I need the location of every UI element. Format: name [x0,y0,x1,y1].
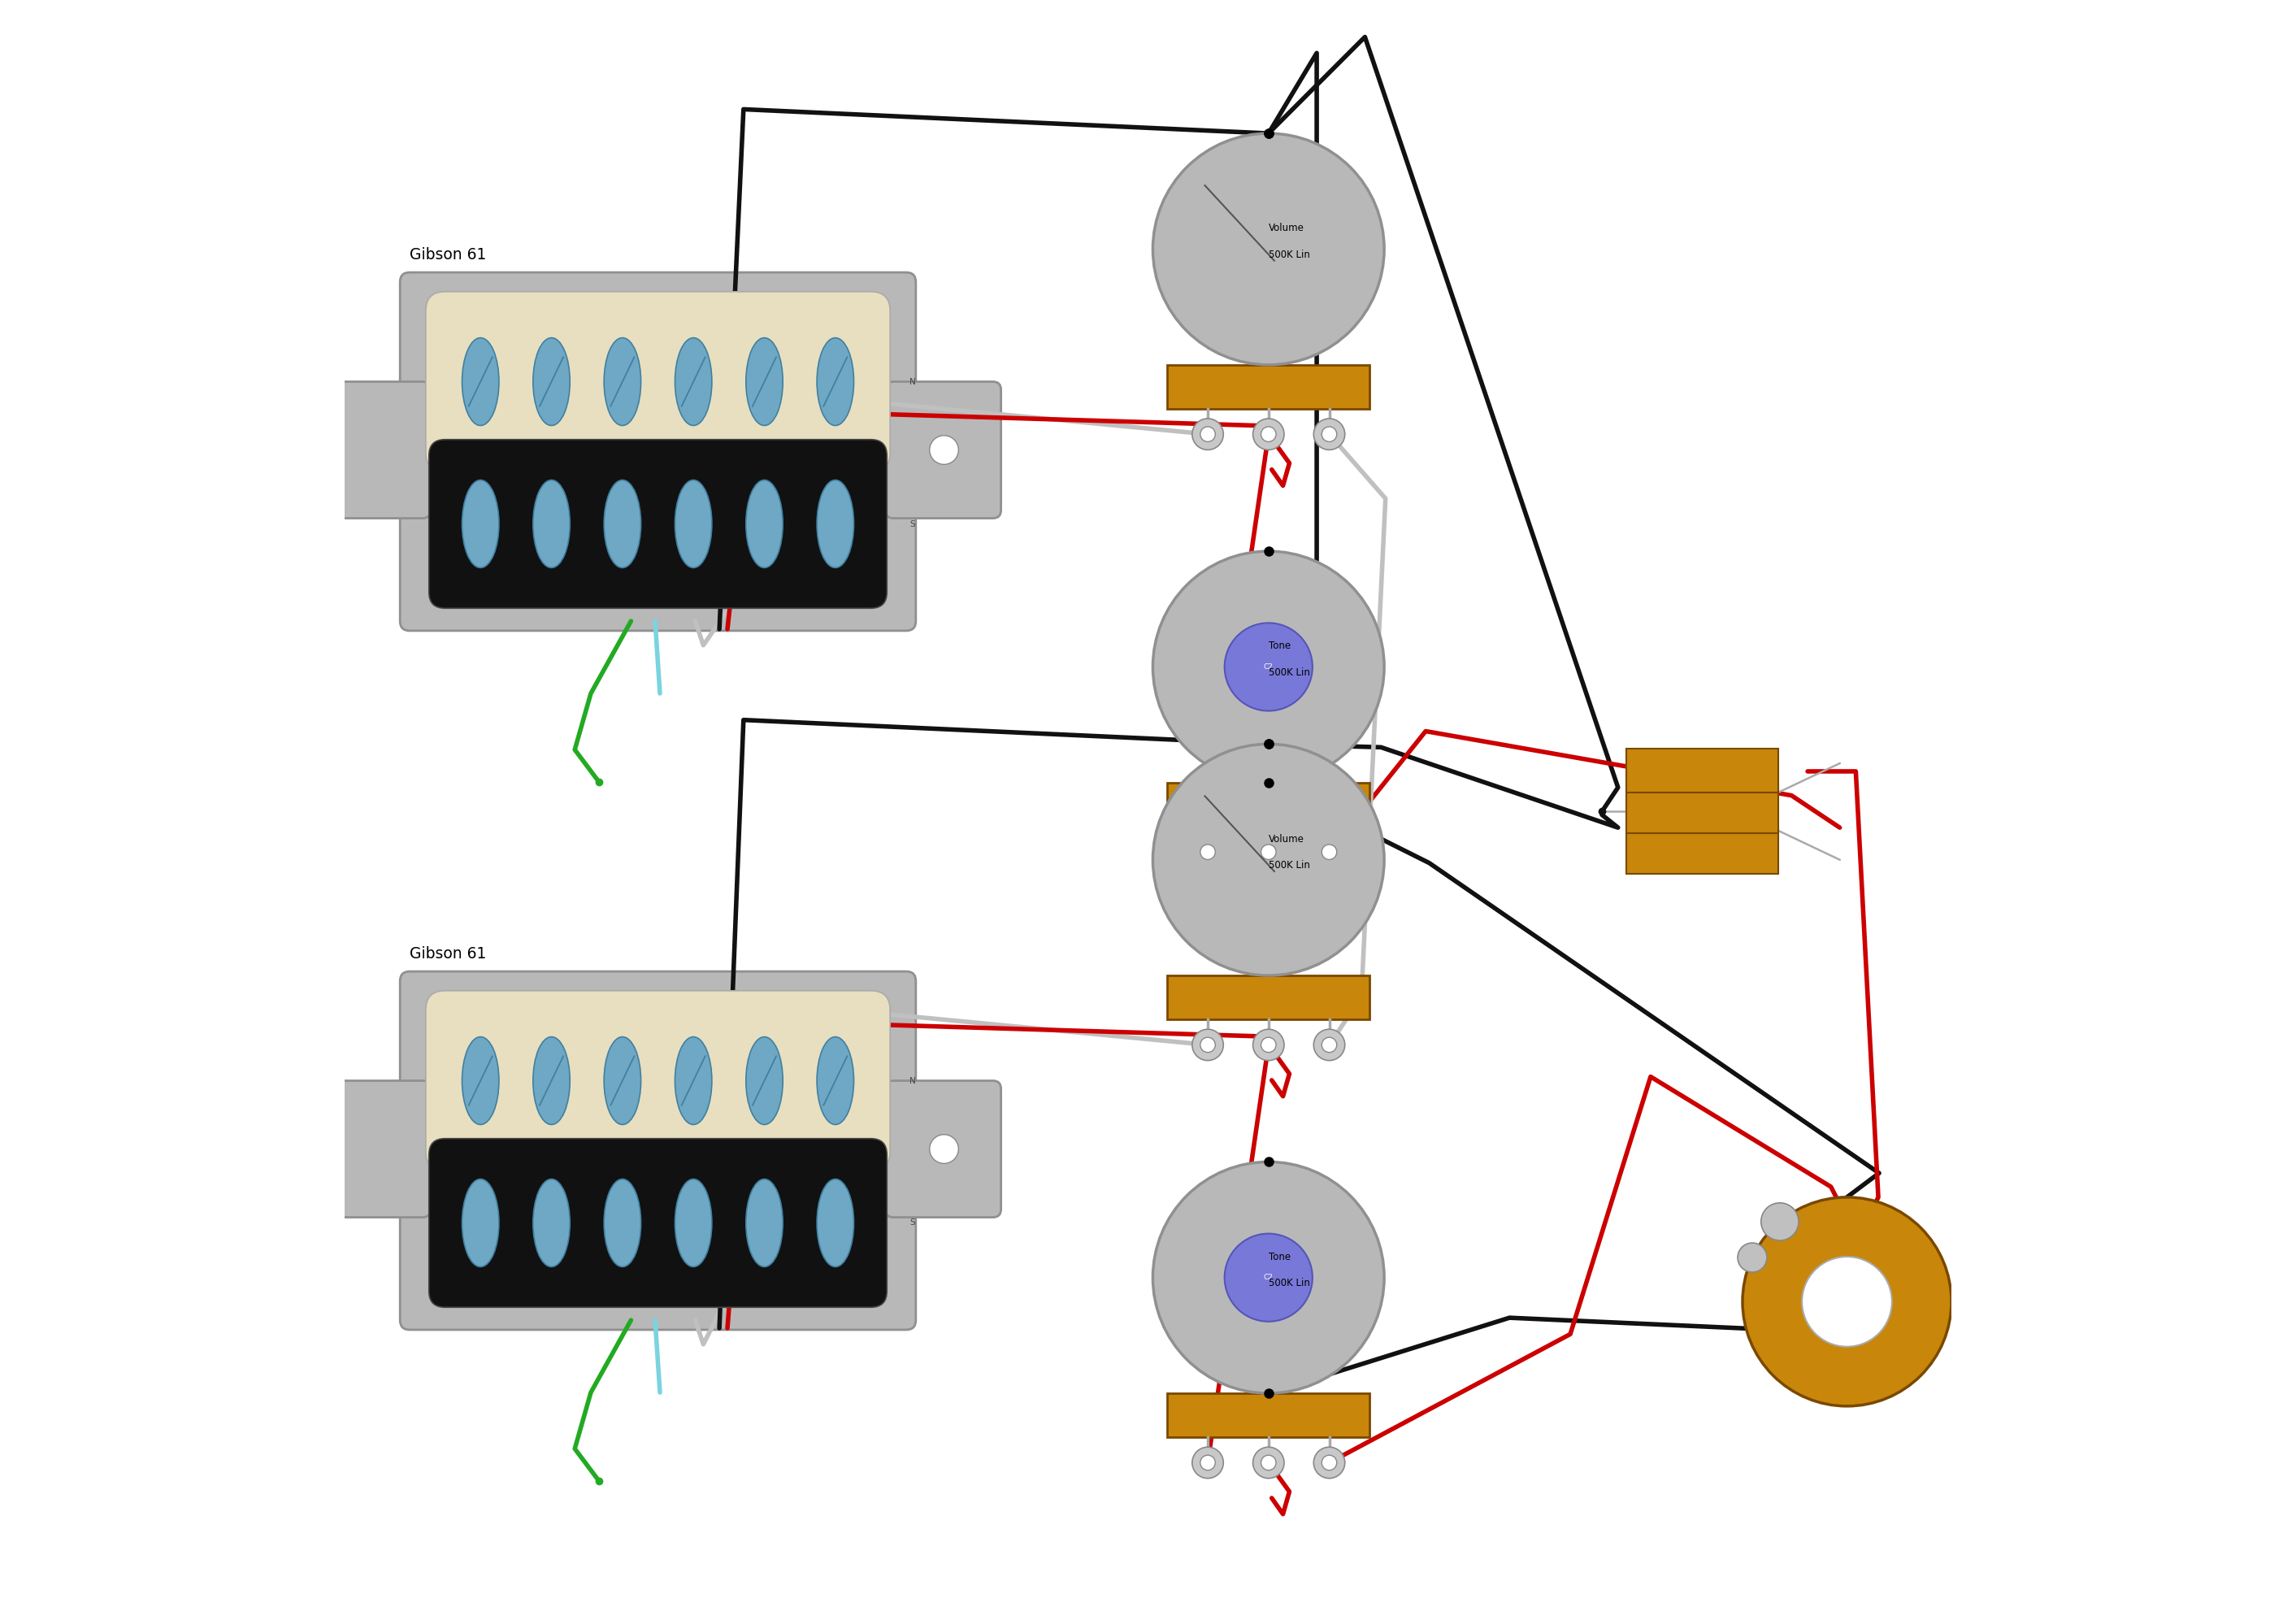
Circle shape [1201,1038,1215,1053]
Ellipse shape [533,1180,569,1266]
Ellipse shape [461,480,498,567]
Ellipse shape [461,337,498,426]
Circle shape [1313,418,1345,450]
Circle shape [1313,836,1345,868]
Circle shape [1201,845,1215,860]
Circle shape [1254,836,1283,868]
Circle shape [1192,418,1224,450]
Text: 500K Lin: 500K Lin [1267,667,1309,678]
Circle shape [1261,845,1277,860]
Text: S: S [909,1218,914,1228]
Text: N: N [909,1077,916,1085]
Circle shape [1313,1028,1345,1061]
Ellipse shape [746,480,783,567]
Text: Tone: Tone [1267,641,1290,651]
FancyBboxPatch shape [315,382,432,517]
Ellipse shape [675,1037,712,1125]
Ellipse shape [817,480,854,567]
Bar [1166,783,1371,826]
Circle shape [1192,836,1224,868]
FancyBboxPatch shape [425,292,891,472]
Ellipse shape [533,1037,569,1125]
Circle shape [1743,1197,1952,1406]
FancyBboxPatch shape [400,971,916,1331]
Bar [1626,831,1779,874]
Bar [1166,1393,1371,1437]
FancyBboxPatch shape [400,273,916,632]
Text: Gibson 61: Gibson 61 [409,947,487,961]
Text: Tone: Tone [1267,1252,1290,1261]
Ellipse shape [604,337,641,426]
Ellipse shape [675,337,712,426]
Ellipse shape [675,1180,712,1266]
Circle shape [1261,1038,1277,1053]
Ellipse shape [461,1180,498,1266]
Text: 500K Lin: 500K Lin [1267,1278,1309,1289]
Circle shape [1224,624,1313,710]
Ellipse shape [817,1180,854,1266]
Circle shape [1201,1456,1215,1470]
Ellipse shape [604,1037,641,1125]
Bar [1166,975,1371,1019]
FancyBboxPatch shape [886,1080,1001,1218]
Bar [1166,365,1371,408]
Text: C2: C2 [1263,1274,1274,1281]
Ellipse shape [533,480,569,567]
Circle shape [1322,1456,1336,1470]
Text: Gibson 61: Gibson 61 [409,247,487,264]
Circle shape [1322,1038,1336,1053]
Circle shape [1224,1234,1313,1321]
Circle shape [1261,1456,1277,1470]
Circle shape [1322,427,1336,442]
Circle shape [1201,427,1215,442]
Text: 500K Lin: 500K Lin [1267,249,1309,260]
Ellipse shape [746,1037,783,1125]
Circle shape [1153,133,1384,365]
Bar [1626,749,1779,792]
Circle shape [1322,845,1336,860]
Text: N: N [909,378,916,386]
Circle shape [1153,1162,1384,1393]
Text: Volume: Volume [1267,834,1304,844]
Text: C2: C2 [1263,664,1274,670]
Text: S: S [909,519,914,529]
Circle shape [1261,427,1277,442]
Text: 500K Lin: 500K Lin [1267,860,1309,871]
Text: Volume: Volume [1267,223,1304,233]
Circle shape [1738,1242,1768,1273]
Ellipse shape [746,1180,783,1266]
Circle shape [1254,1028,1283,1061]
Circle shape [1153,551,1384,783]
Ellipse shape [533,337,569,426]
FancyBboxPatch shape [886,382,1001,517]
Circle shape [930,435,957,464]
Bar [1626,791,1779,832]
FancyBboxPatch shape [425,990,891,1170]
Ellipse shape [675,480,712,567]
Ellipse shape [604,480,641,567]
Circle shape [1192,1028,1224,1061]
Circle shape [1313,1446,1345,1478]
Circle shape [1192,1446,1224,1478]
Circle shape [1802,1257,1892,1347]
Ellipse shape [746,337,783,426]
Circle shape [1761,1204,1798,1241]
FancyBboxPatch shape [429,440,886,609]
FancyBboxPatch shape [315,1080,432,1218]
FancyBboxPatch shape [429,1138,886,1308]
Circle shape [1254,1446,1283,1478]
Ellipse shape [604,1180,641,1266]
Circle shape [1153,744,1384,975]
Ellipse shape [461,1037,498,1125]
Ellipse shape [817,337,854,426]
Circle shape [930,1135,957,1163]
Circle shape [1254,418,1283,450]
Ellipse shape [817,1037,854,1125]
